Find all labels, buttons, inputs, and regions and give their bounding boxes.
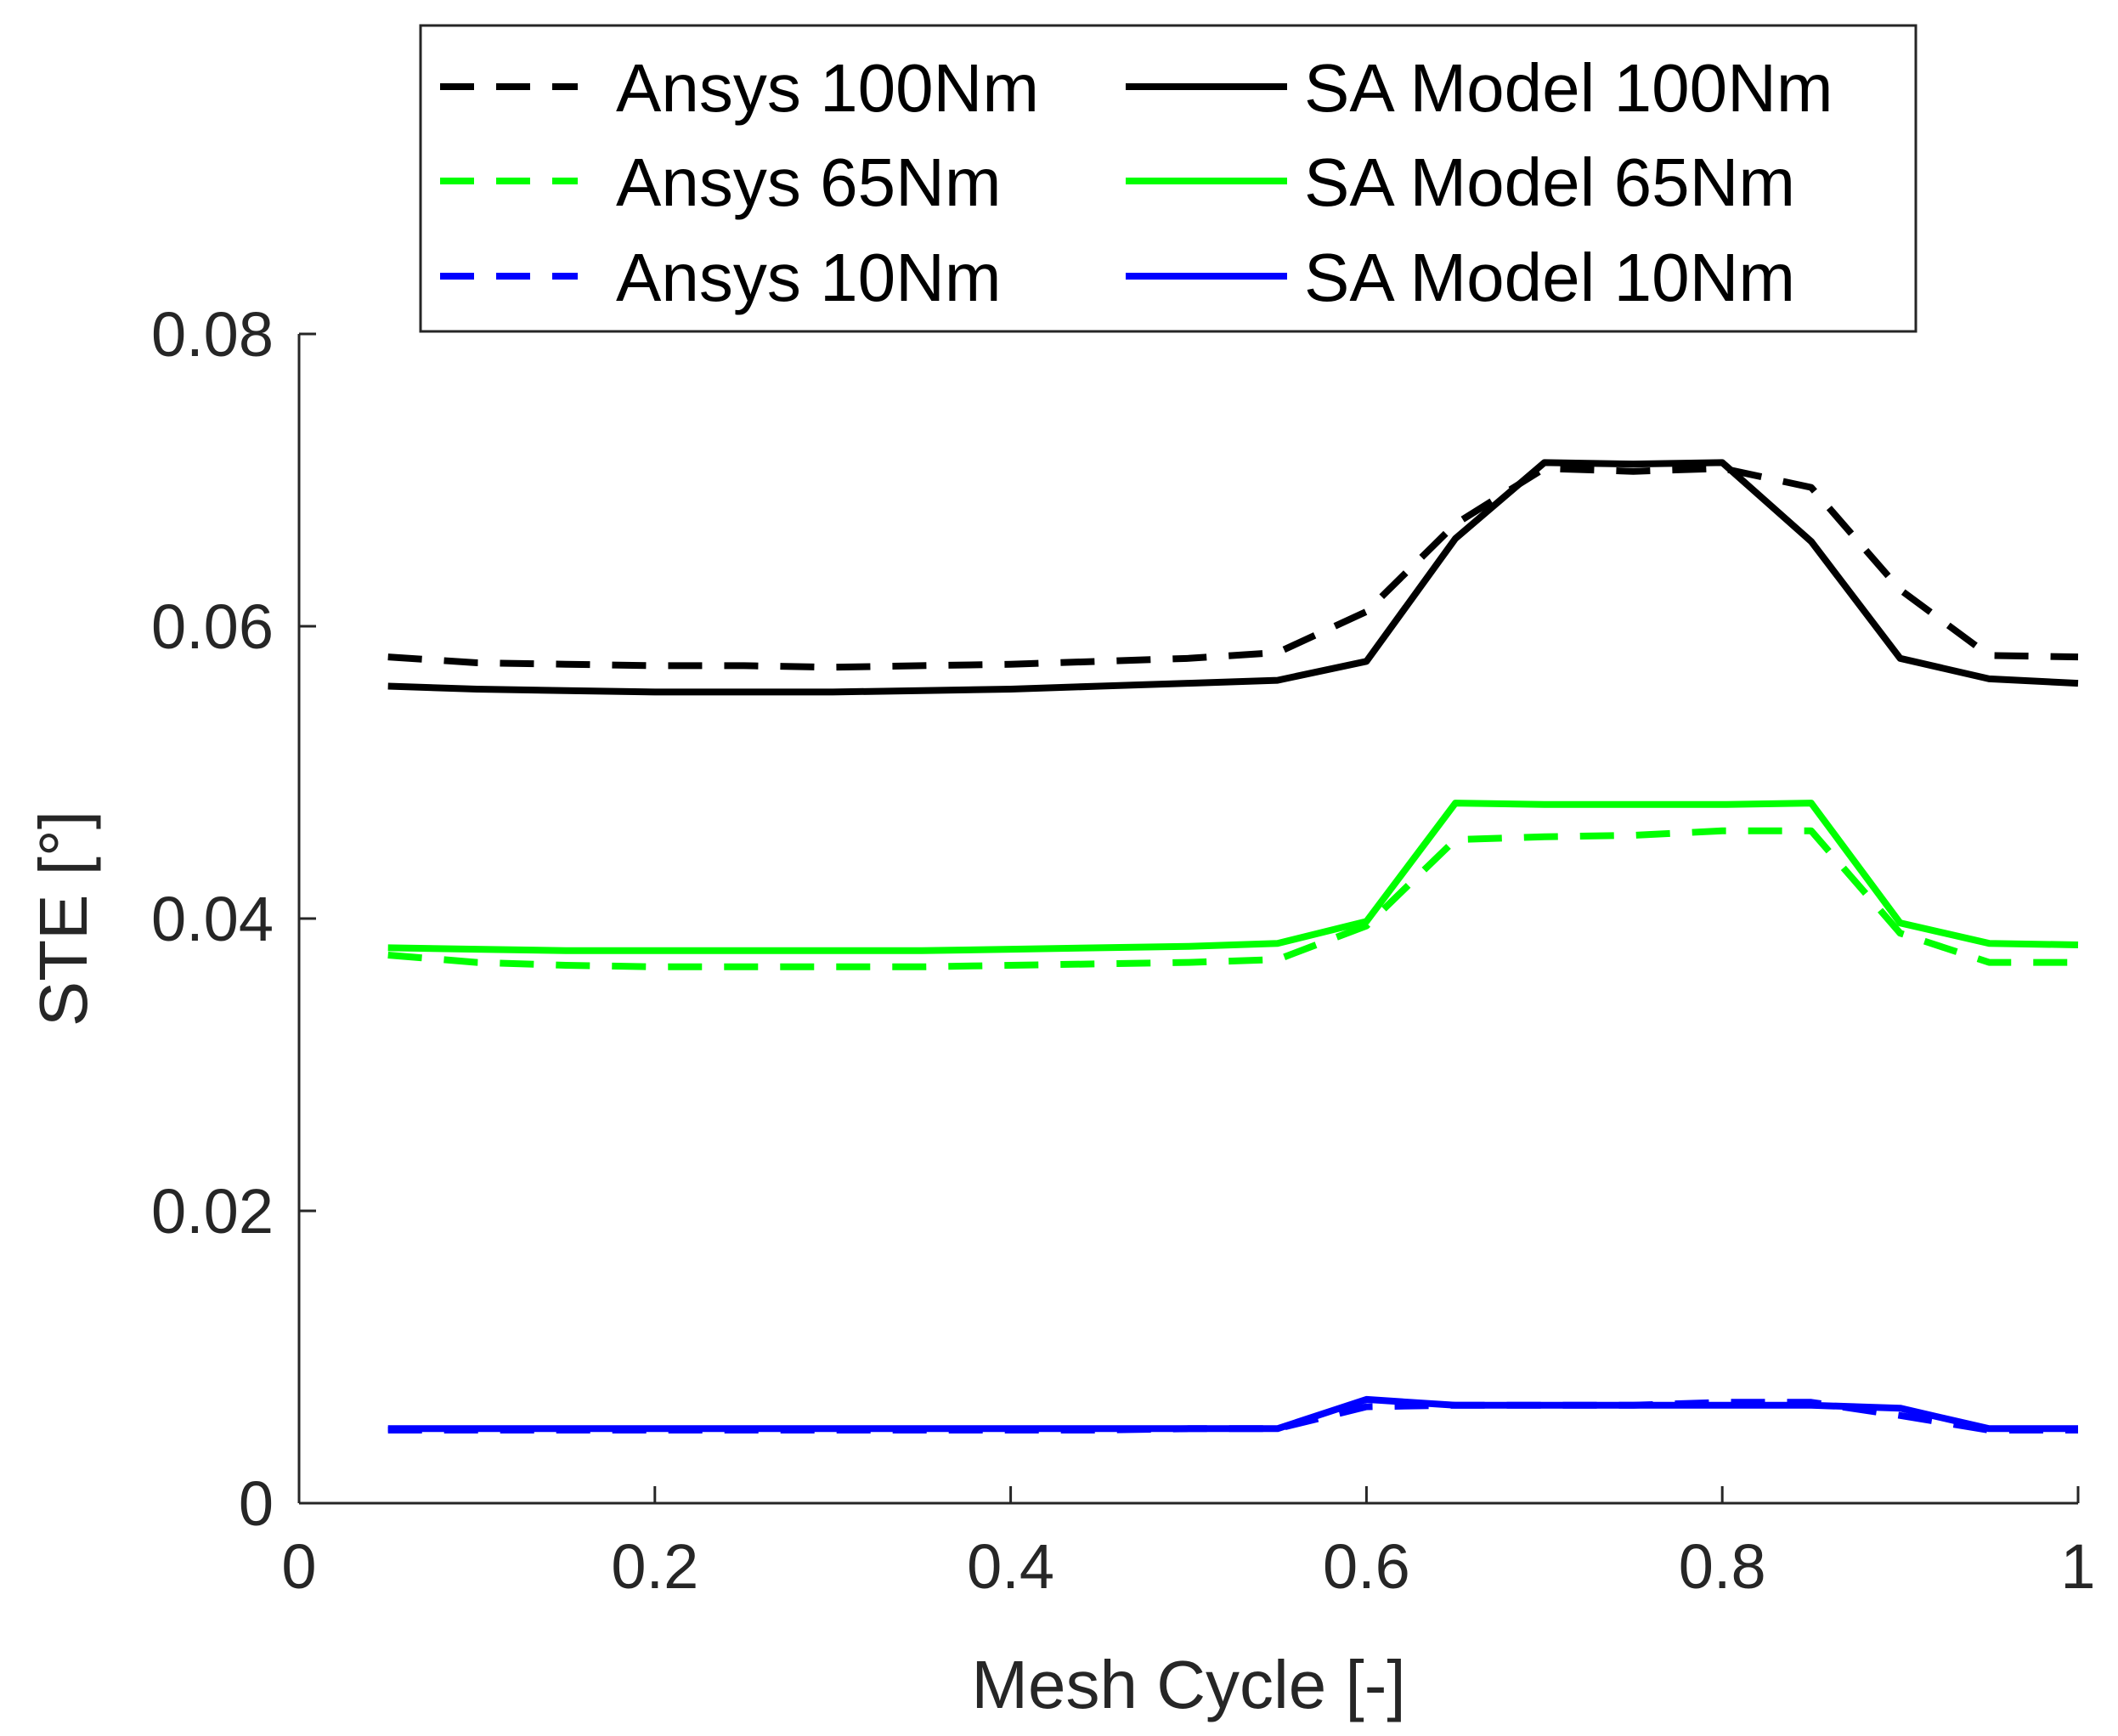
legend-label: SA Model 100Nm [1304, 50, 1833, 126]
legend: Ansys 100Nm SA Model 100Nm Ansys 65Nm SA Mo… [419, 24, 1917, 333]
x-tick-label: 0 [281, 1531, 316, 1602]
series-line-sa-model-10nm [387, 1395, 2078, 1433]
axes [297, 334, 2078, 1505]
x-axis-title: Mesh Cycle [-] [971, 1647, 1405, 1722]
legend-label: Ansys 10Nm [616, 240, 1001, 315]
series-line-sa-model-65nm [387, 800, 2079, 954]
x-tick-label: 1 [2060, 1531, 2095, 1602]
y-tick-label: 0 [239, 1468, 274, 1539]
legend-label: Ansys 100Nm [616, 50, 1039, 126]
y-tick-label: 0.04 [151, 884, 274, 954]
legend-label: Ansys 65Nm [616, 144, 1001, 220]
y-tick-label: 0.02 [151, 1176, 274, 1247]
x-tick-label: 0.6 [1323, 1531, 1410, 1602]
y-tick-label: 0.06 [151, 591, 274, 662]
series-line-ansys-65nm [387, 827, 2078, 970]
series-line-sa-model-100nm [387, 459, 2079, 696]
legend-entries: Ansys 100Nm SA Model 100Nm Ansys 65Nm SA Mo… [440, 50, 1833, 315]
x-tick-label: 0.2 [611, 1531, 698, 1602]
plot-lines [387, 459, 2079, 1433]
legend-label: SA Model 10Nm [1304, 240, 1795, 315]
y-tick-label: 0.08 [151, 299, 274, 370]
legend-label: SA Model 65Nm [1304, 144, 1795, 220]
ticks: 0 0.2 0.4 0.6 0.8 1 0 0.02 0.04 0.06 0.08 [151, 299, 2096, 1602]
series-line-ansys-100nm [387, 465, 2079, 671]
x-tick-label: 0.8 [1679, 1531, 1766, 1602]
x-tick-label: 0.4 [967, 1531, 1054, 1602]
y-axis-title: STE [°] [25, 811, 101, 1026]
